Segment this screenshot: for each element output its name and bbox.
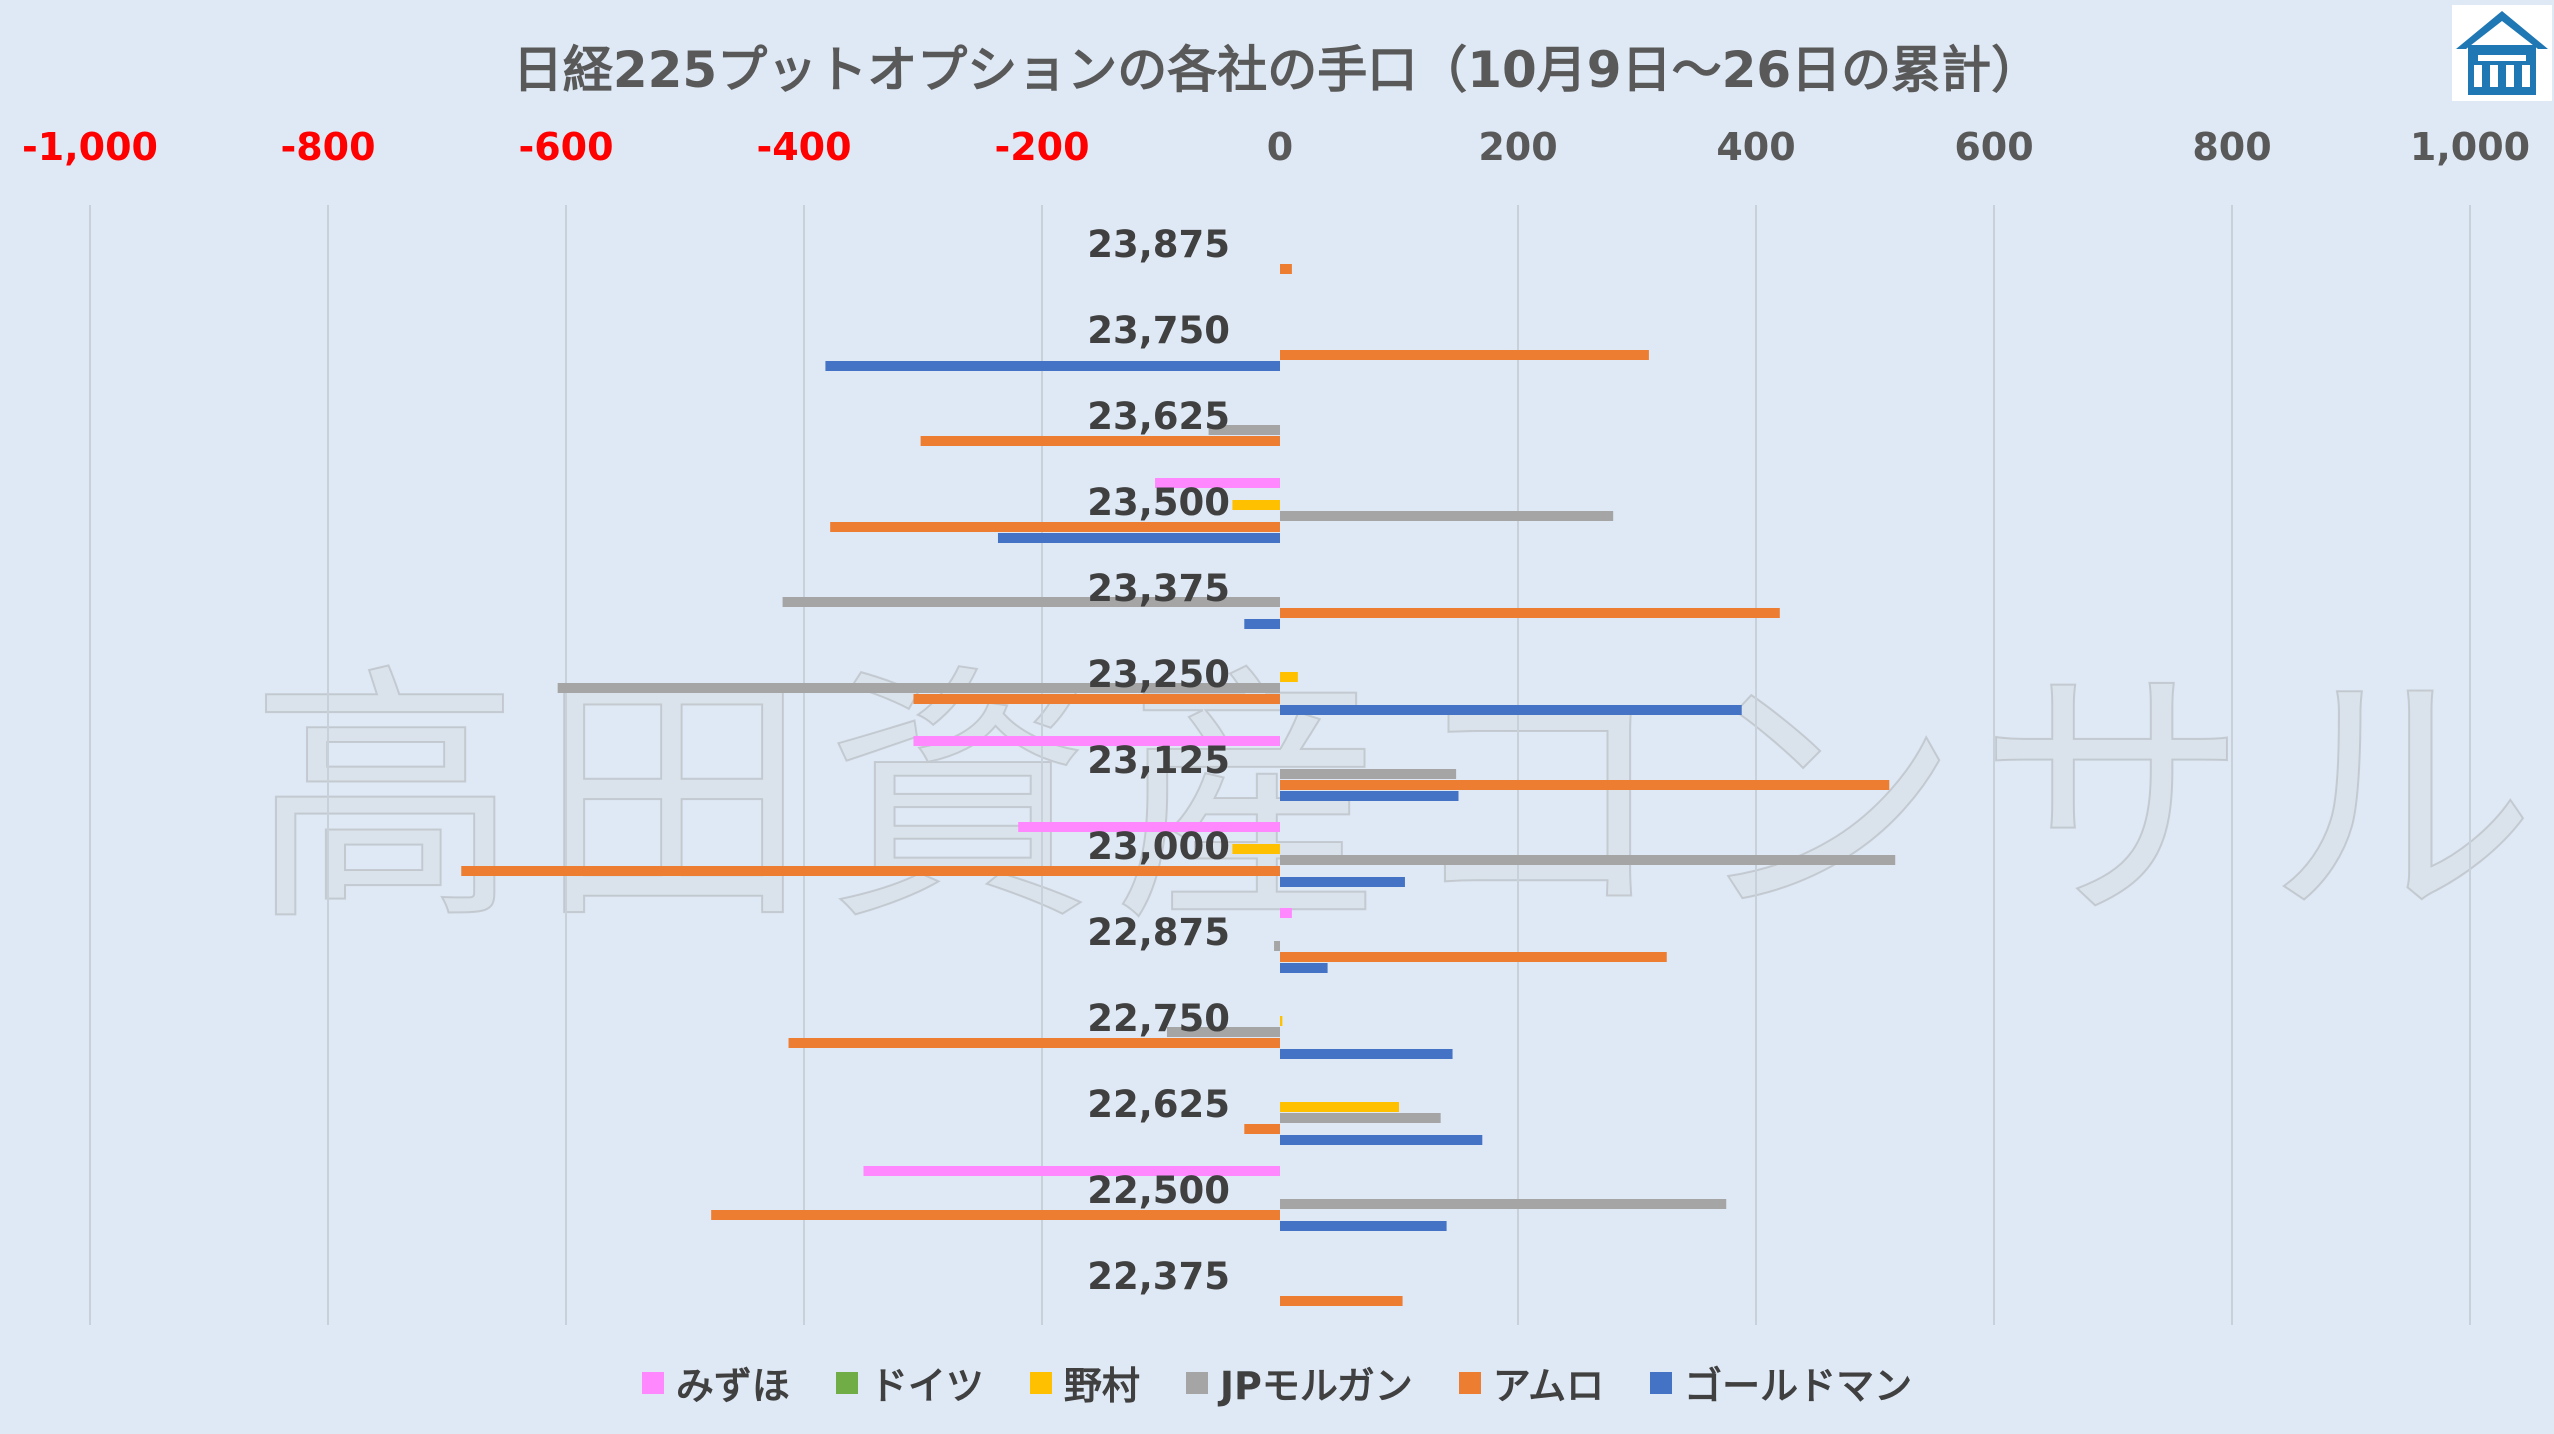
bar (1232, 500, 1280, 510)
x-tick-label: 1,000 (2410, 125, 2530, 169)
bar (1280, 769, 1457, 779)
legend-swatch (1029, 1371, 1052, 1394)
bar (1244, 619, 1280, 629)
legend-item: JPモルガン (1185, 1355, 1413, 1410)
x-tick-label: -200 (994, 125, 1089, 169)
x-tick-label: 800 (2192, 125, 2271, 169)
bar (557, 683, 1280, 693)
bar (1232, 844, 1280, 854)
legend-label: JPモルガン (1219, 1364, 1413, 1408)
category-label: 22,750 (1087, 997, 1230, 1040)
bar (1280, 1221, 1447, 1231)
bar (1280, 350, 1649, 360)
legend-label: アムロ (1492, 1364, 1605, 1408)
legend-label: みずほ (675, 1364, 790, 1408)
bar (788, 1038, 1280, 1048)
category-label: 23,250 (1087, 653, 1230, 696)
category-label: 23,375 (1087, 567, 1230, 610)
bar (1280, 1135, 1483, 1145)
bar (782, 597, 1280, 607)
legend-item: ドイツ (835, 1355, 984, 1410)
x-tick-label: 0 (1267, 125, 1293, 169)
legend-item: 野村 (1029, 1355, 1140, 1410)
legend-item: アムロ (1458, 1355, 1605, 1410)
bar (920, 436, 1280, 446)
bar (825, 361, 1280, 371)
category-label: 22,500 (1087, 1169, 1230, 1212)
chart-title: 日経225プットオプションの各社の手口（10月9日～26日の累計） (512, 41, 2042, 99)
legend-label: ゴールドマン (1684, 1364, 1913, 1408)
legend-label: 野村 (1063, 1364, 1140, 1408)
bar (1280, 877, 1405, 887)
bar (913, 736, 1280, 746)
legend-swatch (835, 1371, 858, 1394)
x-tick-label: 600 (1954, 125, 2033, 169)
category-label: 23,125 (1087, 739, 1230, 782)
bar (830, 522, 1280, 532)
bar (1166, 1027, 1280, 1037)
legend-swatch (1650, 1371, 1673, 1394)
bar (997, 533, 1280, 543)
bar (1280, 672, 1298, 682)
bar (1280, 705, 1742, 715)
bar (1280, 963, 1328, 973)
x-tick-label: 400 (1716, 125, 1795, 169)
bar (913, 694, 1280, 704)
category-label: 23,750 (1087, 309, 1230, 352)
bar (1018, 822, 1280, 832)
bar (1280, 1199, 1727, 1209)
bar (863, 1166, 1280, 1176)
bar (1280, 780, 1890, 790)
logo-icon (2452, 5, 2552, 101)
bar (1280, 908, 1292, 918)
x-tick-label: -800 (280, 125, 375, 169)
bar (1280, 791, 1459, 801)
bar (1244, 1124, 1280, 1134)
category-label: 23,500 (1087, 481, 1230, 524)
legend: みずほ ドイツ 野村 JPモルガン アムロ ゴールドマン (0, 1355, 2554, 1410)
bar (1280, 1113, 1441, 1123)
bar (1274, 941, 1280, 951)
x-tick-label: 200 (1478, 125, 1557, 169)
bar (1280, 1296, 1403, 1306)
category-label: 23,875 (1087, 223, 1230, 266)
x-tick-label: -1,000 (22, 125, 158, 169)
bar (1280, 855, 1896, 865)
bar (1280, 511, 1614, 521)
bar (1280, 1049, 1453, 1059)
x-tick-label: -400 (756, 125, 851, 169)
legend-swatch (641, 1371, 664, 1394)
category-label: 22,875 (1087, 911, 1230, 954)
bar (1155, 478, 1280, 488)
bar (1280, 952, 1667, 962)
category-label: 22,375 (1087, 1255, 1230, 1298)
legend-swatch (1185, 1371, 1208, 1394)
bar (1208, 425, 1280, 435)
category-label: 23,625 (1087, 395, 1230, 438)
bar (1280, 1102, 1399, 1112)
legend-label: ドイツ (869, 1364, 984, 1408)
category-label: 23,000 (1087, 825, 1230, 868)
category-label: 22,625 (1087, 1083, 1230, 1126)
legend-item: ゴールドマン (1650, 1355, 1912, 1410)
x-tick-label: -600 (518, 125, 613, 169)
legend-swatch (1458, 1371, 1481, 1394)
bar (711, 1210, 1280, 1220)
bar (1280, 608, 1780, 618)
bar (461, 866, 1280, 876)
bar (1280, 1016, 1283, 1026)
bar (1280, 264, 1292, 274)
legend-item: みずほ (641, 1355, 790, 1410)
